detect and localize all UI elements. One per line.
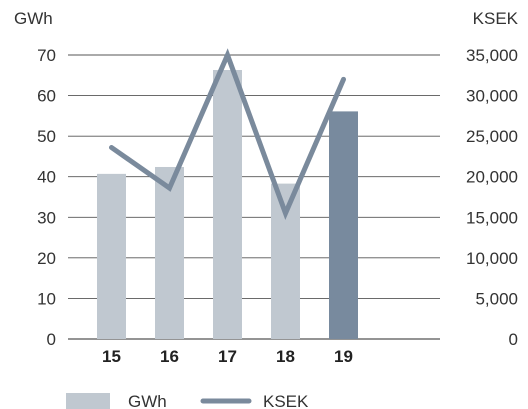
ksek-line (109, 48, 346, 220)
left-axis-tick-label: 10 (37, 289, 56, 308)
bar (97, 173, 126, 339)
left-axis-ticks: 0 10 20 30 40 50 60 70 (37, 46, 56, 349)
left-axis-tick-label: 50 (37, 127, 56, 146)
bar (155, 166, 184, 339)
bar-series (97, 70, 358, 340)
right-axis-unit-label: KSEK (473, 9, 519, 28)
left-axis-tick-label: 70 (37, 46, 56, 65)
left-axis-unit-label: GWh (14, 9, 53, 28)
line-series (109, 48, 346, 220)
bar (213, 70, 242, 340)
x-axis-tick-label: 18 (276, 347, 295, 366)
right-axis-tick-label: 30,000 (466, 87, 518, 106)
x-axis-tick-label: 16 (160, 347, 179, 366)
legend-label-ksek: KSEK (263, 392, 309, 409)
left-axis-tick-label: 40 (37, 168, 56, 187)
bar (329, 111, 358, 339)
right-axis-tick-label: 20,000 (466, 168, 518, 187)
x-axis-tick-label: 19 (334, 347, 353, 366)
right-axis-tick-label: 5,000 (475, 289, 518, 308)
x-axis-tick-label: 17 (218, 347, 237, 366)
right-axis-ticks: 0 5,000 10,000 15,000 20,000 25,000 30,000 35,0… (466, 46, 518, 349)
legend: GWh KSEK (66, 392, 309, 409)
right-axis-tick-label: 15,000 (466, 208, 518, 227)
right-axis-tick-label: 10,000 (466, 249, 518, 268)
x-axis-ticks: 15 16 17 18 19 (102, 347, 353, 366)
right-axis-tick-label: 35,000 (466, 46, 518, 65)
right-axis-tick-label: 25,000 (466, 127, 518, 146)
legend-item-ksek: KSEK (200, 392, 309, 409)
left-axis-tick-label: 60 (37, 87, 56, 106)
left-axis-tick-label: 20 (37, 249, 56, 268)
left-axis-tick-label: 30 (37, 208, 56, 227)
legend-label-gwh: GWh (128, 392, 167, 409)
legend-swatch-gwh (66, 393, 110, 409)
x-axis-tick-label: 15 (102, 347, 121, 366)
left-axis-tick-label: 0 (47, 330, 56, 349)
right-axis-tick-label: 0 (509, 330, 518, 349)
gridlines (68, 54, 440, 340)
legend-item-gwh: GWh (66, 392, 167, 409)
